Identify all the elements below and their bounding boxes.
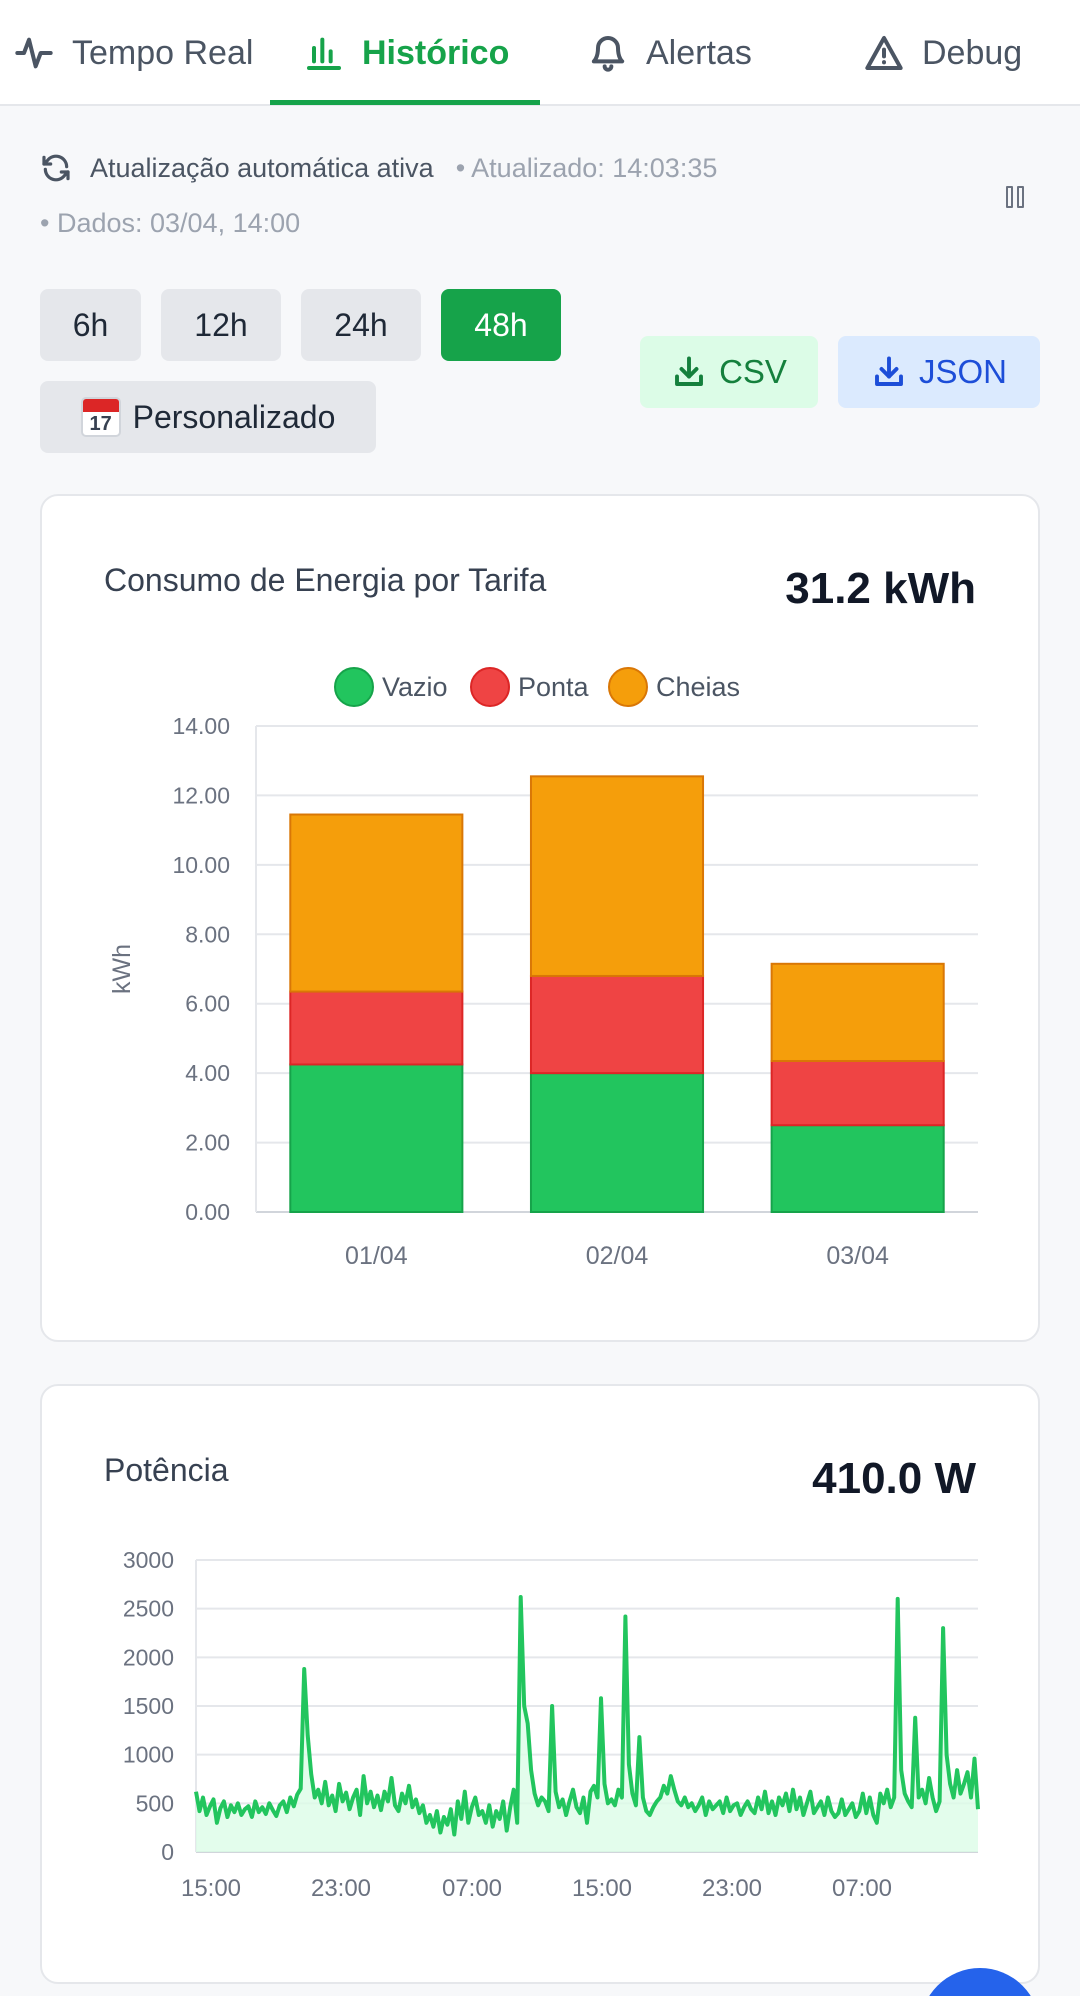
range-48h-button[interactable]: 48h xyxy=(441,289,561,361)
y-tick-label: 10.00 xyxy=(172,852,230,878)
x-tick-label: 15:00 xyxy=(181,1875,241,1902)
bell-icon xyxy=(591,36,625,72)
power-card-title: Potência xyxy=(104,1452,229,1488)
tab-debug[interactable]: Debug xyxy=(864,0,1022,106)
y-axis-label: kWh xyxy=(108,944,136,994)
legend-swatch xyxy=(470,667,510,707)
update-status: Atualização automática ativa • Atualizad… xyxy=(40,148,1040,238)
tab-historico[interactable]: Histórico xyxy=(304,0,509,106)
range-12h-button[interactable]: 12h xyxy=(161,289,281,361)
legend-label: Ponta xyxy=(518,672,590,702)
tab-tempo-real[interactable]: Tempo Real xyxy=(14,0,253,106)
y-tick-label: 3000 xyxy=(123,1547,174,1573)
y-tick-label: 8.00 xyxy=(185,921,230,947)
download-icon xyxy=(675,356,704,386)
y-tick-label: 2000 xyxy=(123,1644,174,1670)
power-card: Potência 410.0 W 0 500 1000 1500 2000 2500 300… xyxy=(40,1384,1040,1984)
export-json-label: JSON xyxy=(918,353,1007,390)
bar-chart-icon xyxy=(307,37,341,70)
legend-label: Vazio xyxy=(382,672,448,702)
y-tick-label: 4.00 xyxy=(185,1060,230,1086)
activity-icon xyxy=(15,37,53,69)
bar-vazio xyxy=(289,1063,464,1214)
bar-cheias xyxy=(289,813,464,993)
power-series-line xyxy=(194,1595,980,1837)
refresh-icon xyxy=(42,154,70,182)
updated-time: • Atualizado: 14:03:35 xyxy=(455,152,718,183)
custom-range-button[interactable]: 17 Personalizado xyxy=(40,381,376,453)
y-tick-label: 2.00 xyxy=(185,1130,230,1156)
y-tick-label: 12.00 xyxy=(172,782,230,808)
legend-label: Cheias xyxy=(656,672,740,702)
tab-label: Debug xyxy=(922,33,1023,72)
legend-swatch xyxy=(608,667,648,707)
x-tick-label: 03/04 xyxy=(826,1242,889,1270)
y-tick-label: 6.00 xyxy=(185,991,230,1017)
power-line-chart: 0 500 1000 1500 2000 2500 3000 15:00 23:00 07:00 1… xyxy=(123,1547,980,1902)
calendar-icon: 17 xyxy=(80,397,121,437)
export-csv-button[interactable]: CSV xyxy=(640,336,818,408)
y-tick-label: 0 xyxy=(161,1839,174,1865)
warning-triangle-icon xyxy=(865,36,903,70)
x-tick-label: 07:00 xyxy=(832,1875,892,1902)
custom-range-label: Personalizado xyxy=(132,398,336,435)
x-tick-label: 01/04 xyxy=(345,1242,408,1270)
tab-alertas[interactable]: Alertas xyxy=(588,0,752,106)
bar-ponta xyxy=(289,990,464,1066)
export-json-button[interactable]: JSON xyxy=(838,336,1040,408)
legend-swatch xyxy=(334,667,374,707)
y-tick-label: 14.00 xyxy=(172,713,230,739)
bar-cheias xyxy=(529,775,705,977)
tab-label: Histórico xyxy=(362,33,510,72)
tab-label: Tempo Real xyxy=(72,33,254,72)
x-tick-label: 15:00 xyxy=(572,1875,632,1902)
tab-bar: Tempo Real Histórico Alertas Debug xyxy=(0,0,1080,106)
tab-label: Alertas xyxy=(646,33,752,72)
x-tick-label: 02/04 xyxy=(586,1242,649,1270)
y-tick-label: 1500 xyxy=(123,1693,174,1719)
bar-vazio xyxy=(529,1072,705,1214)
download-icon xyxy=(875,356,903,386)
x-tick-label: 23:00 xyxy=(311,1875,371,1902)
pause-icon[interactable] xyxy=(1006,184,1028,212)
x-tick-label: 07:00 xyxy=(442,1875,502,1902)
y-tick-label: 0.00 xyxy=(185,1199,230,1225)
bar-ponta xyxy=(529,974,705,1075)
data-time: • Dados: 03/04, 14:00 xyxy=(40,208,301,238)
power-current: 410.0 W xyxy=(812,1454,976,1503)
bar-cheias xyxy=(770,962,945,1062)
y-tick-label: 1000 xyxy=(123,1742,174,1768)
y-tick-label: 2500 xyxy=(123,1596,174,1622)
export-csv-label: CSV xyxy=(719,353,787,390)
energy-bar-chart: 0.00 2.00 4.00 6.00 8.00 10.00 12.00 14.00 kWh 01… xyxy=(108,667,978,1270)
active-tab-indicator xyxy=(270,100,540,105)
energy-total: 31.2 kWh xyxy=(785,564,976,613)
bar-vazio xyxy=(770,1124,945,1214)
y-tick-label: 500 xyxy=(136,1790,174,1816)
energy-card: Consumo de Energia por Tarifa 31.2 kWh 0… xyxy=(40,494,1040,1342)
range-6h-button[interactable]: 6h xyxy=(40,289,141,361)
range-24h-button[interactable]: 24h xyxy=(301,289,421,361)
x-tick-label: 23:00 xyxy=(702,1875,762,1902)
auto-update-label: Atualização automática ativa xyxy=(90,152,434,183)
energy-card-title: Consumo de Energia por Tarifa xyxy=(104,562,547,598)
bar-ponta xyxy=(770,1059,945,1127)
